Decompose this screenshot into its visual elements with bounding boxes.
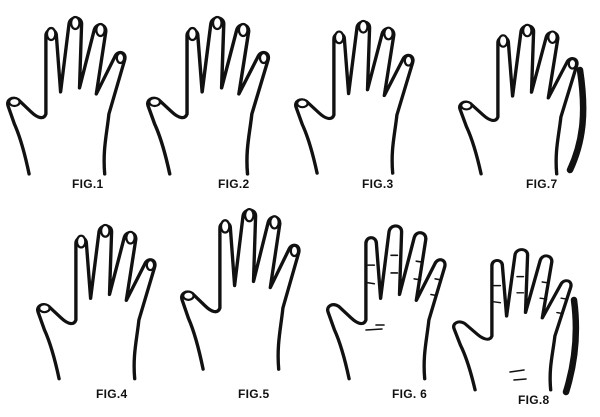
figure-1: FIG.1 xyxy=(6,15,127,191)
palm-crease xyxy=(365,324,385,331)
hand-drawing xyxy=(294,19,415,175)
wrist-crease xyxy=(509,369,527,381)
figure-caption: FIG. 6 xyxy=(392,387,427,401)
shadow-stroke xyxy=(562,296,580,396)
figure-caption: FIG.7 xyxy=(526,177,558,191)
figure-8: FIG.8 xyxy=(452,247,580,407)
shadow-stroke xyxy=(566,66,587,174)
hand-drawing xyxy=(458,23,579,176)
hand-drawing xyxy=(36,223,157,381)
hand-drawing xyxy=(146,15,271,176)
hand-drawing xyxy=(452,247,573,392)
figure-2: FIG.2 xyxy=(146,15,271,191)
figure-caption: FIG.8 xyxy=(518,393,550,407)
hand-drawing xyxy=(6,15,127,176)
figure-3: FIG.3 xyxy=(294,19,415,191)
figure-caption: FIG.3 xyxy=(362,177,394,191)
figure-7: FIG.7 xyxy=(458,23,587,191)
hand-drawing xyxy=(326,224,447,381)
figure-6: FIG. 6 xyxy=(326,224,447,401)
figure-caption: FIG.2 xyxy=(218,177,250,191)
figure-4: FIG.4 xyxy=(36,223,157,401)
figure-caption: FIG.1 xyxy=(72,177,104,191)
figure-caption: FIG.5 xyxy=(238,387,270,401)
figure-5: FIG.5 xyxy=(180,207,301,401)
figure-caption: FIG.4 xyxy=(96,387,128,401)
hand-drawing xyxy=(180,207,301,371)
